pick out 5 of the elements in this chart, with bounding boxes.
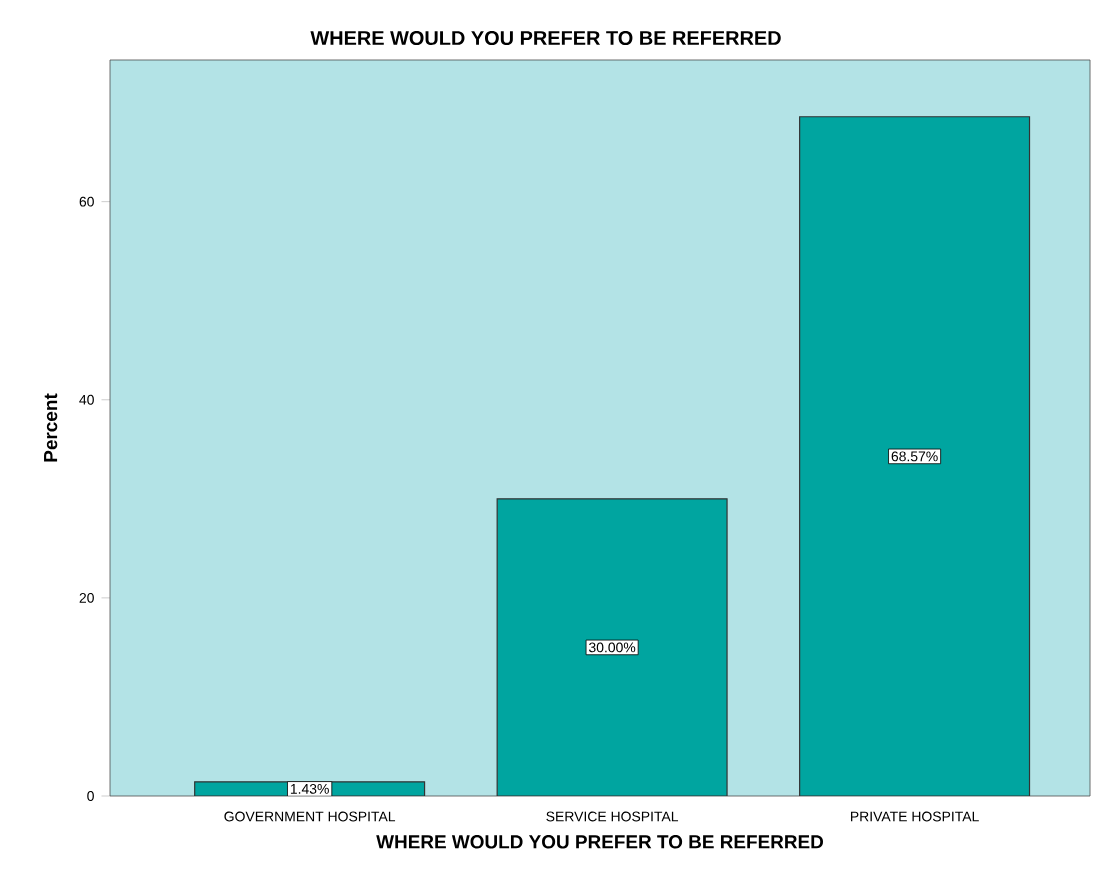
bar: [799, 116, 1031, 796]
bar: [497, 498, 728, 796]
chart-title: WHERE WOULD YOU PREFER TO BE REFERRED: [310, 30, 781, 46]
y-axis-title: Percent: [44, 393, 58, 462]
x-axis-title: WHERE WOULD YOU PREFER TO BE REFERRED: [376, 835, 824, 849]
